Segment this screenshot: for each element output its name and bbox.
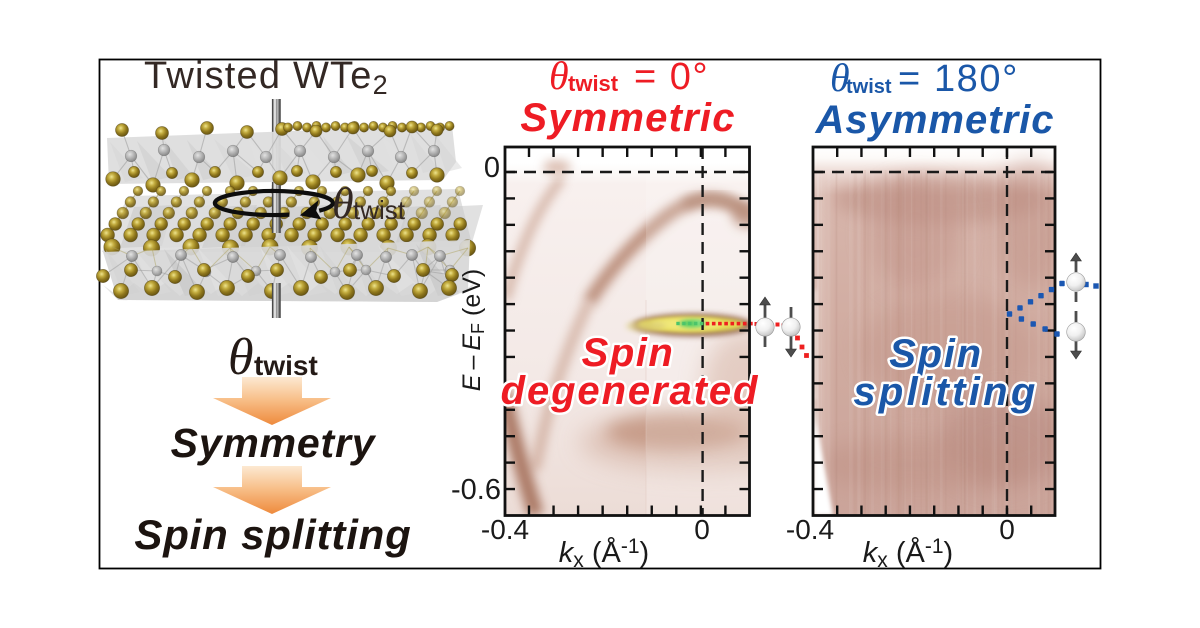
svg-text:0: 0 <box>694 514 710 545</box>
svg-text:Symmetry: Symmetry <box>171 420 377 466</box>
svg-text:-0.4: -0.4 <box>786 514 834 545</box>
svg-text:= 0°: = 0° <box>634 56 709 98</box>
svg-text:-0.6: -0.6 <box>451 474 501 506</box>
svg-text:Asymmetric: Asymmetric <box>814 98 1054 142</box>
svg-text:Twisted WTe2: Twisted WTe2 <box>144 55 388 100</box>
svg-text:twist: twist <box>254 350 318 381</box>
svg-text:θ: θ <box>830 55 850 100</box>
svg-text:-0.4: -0.4 <box>481 514 529 545</box>
svg-text:Spin: Spin <box>582 331 675 375</box>
svg-text:0: 0 <box>484 152 500 184</box>
svg-text:splitting: splitting <box>853 370 1038 414</box>
svg-text:θ: θ <box>228 329 254 386</box>
svg-text:kx (Å-1): kx (Å-1) <box>559 535 649 572</box>
svg-text:Spin: Spin <box>889 332 982 376</box>
svg-text:twist: twist <box>353 195 406 225</box>
svg-text:Spin splitting: Spin splitting <box>134 511 411 558</box>
svg-text:= 180°: = 180° <box>898 58 1019 100</box>
svg-text:twist: twist <box>846 76 892 98</box>
svg-text:degenerated: degenerated <box>501 369 760 413</box>
svg-text:kx (Å-1): kx (Å-1) <box>863 535 953 572</box>
svg-text:0: 0 <box>999 514 1015 545</box>
svg-text:E – EF (eV): E – EF (eV) <box>458 269 488 391</box>
svg-text:θ: θ <box>549 53 569 98</box>
svg-text:θ: θ <box>332 179 354 228</box>
svg-text:twist: twist <box>568 71 619 96</box>
svg-text:Symmetric: Symmetric <box>520 96 735 140</box>
